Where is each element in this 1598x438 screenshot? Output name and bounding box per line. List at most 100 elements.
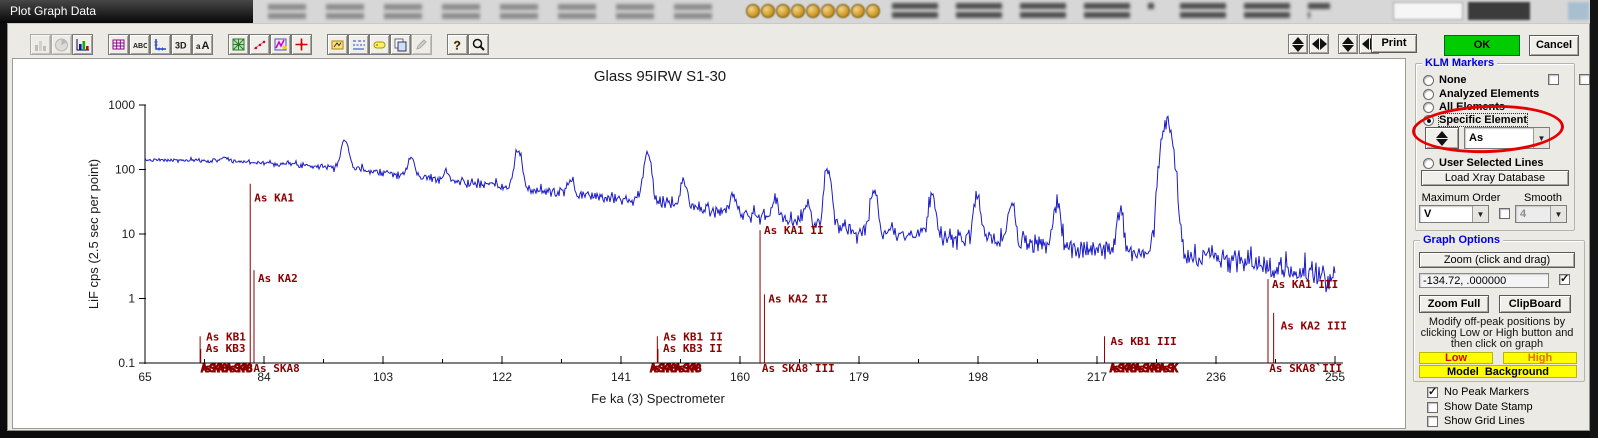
- maximum-order-label: Maximum Order: [1421, 192, 1501, 204]
- klm-marker-label: As KA1 III: [1272, 278, 1338, 291]
- smooth-checkbox[interactable]: [1499, 208, 1510, 219]
- show-grid-lines-checkbox[interactable]: [1427, 415, 1438, 427]
- y-tick-label: 1000: [108, 98, 135, 112]
- no-peak-markers-checkbox[interactable]: [1427, 385, 1438, 398]
- x-tick-label: 217: [1087, 370, 1107, 384]
- radio-user-selected-lines[interactable]: User Selected Lines: [1423, 157, 1544, 169]
- axis-scale-icon[interactable]: [150, 34, 171, 55]
- x-tick-label: 198: [968, 370, 988, 384]
- chevron-down-icon[interactable]: ▼: [1472, 206, 1488, 222]
- 3d-view-icon[interactable]: 3D: [171, 34, 192, 55]
- help-icon[interactable]: ?: [447, 34, 468, 55]
- zoom-coords-field[interactable]: -134.72, .000000: [1419, 273, 1549, 288]
- x-tick-label: 84: [257, 370, 271, 384]
- background-window-text: [892, 12, 1132, 18]
- radio-analyzed-elements[interactable]: Analyzed Elements: [1423, 88, 1539, 100]
- ok-button[interactable]: OK: [1444, 35, 1520, 56]
- y-tick-label: 1: [128, 292, 135, 306]
- line-styles-icon[interactable]: [348, 34, 369, 55]
- zoom-tool-icon[interactable]: [468, 34, 489, 55]
- window-title: Plot Graph Data: [10, 4, 97, 18]
- high-button[interactable]: High: [1503, 352, 1577, 364]
- y-tick-label: 100: [115, 163, 135, 177]
- abc-labels-icon[interactable]: ABC: [129, 34, 150, 55]
- no-peak-markers-checkbox-row[interactable]: No Peak Markers: [1427, 385, 1529, 398]
- chart-panel: 65 84 103 122 141 160 179 198 217 236 255 1000 100 10…: [12, 58, 1406, 429]
- y-axis-label: LiF cps (2.5 sec per point): [86, 159, 101, 309]
- y-tick-label: 10: [122, 227, 136, 241]
- zoom-full-button[interactable]: Zoom Full: [1419, 295, 1489, 313]
- y-tick-label: 0.1: [118, 356, 135, 370]
- chevron-down-icon[interactable]: ▼: [1533, 128, 1549, 148]
- coords-checkbox[interactable]: [1559, 272, 1570, 285]
- show-date-stamp-checkbox[interactable]: [1427, 401, 1438, 413]
- copy-graph-icon[interactable]: [390, 34, 411, 55]
- crosshair-icon[interactable]: [291, 34, 312, 55]
- scatter-symbols-icon[interactable]: [249, 34, 270, 55]
- klm-marker-label: As KA2 III: [1281, 320, 1347, 333]
- top-strip: Plot Graph Data: [0, 0, 1590, 23]
- zoom-click-drag-button[interactable]: Zoom (click and drag): [1419, 252, 1575, 268]
- graph-options-group: Graph Options: [1413, 234, 1585, 382]
- background-window-text: [1180, 3, 1330, 9]
- pie-chart-gray-icon[interactable]: [51, 34, 72, 55]
- show-grid-lines-checkbox-row[interactable]: Show Grid Lines: [1427, 415, 1525, 427]
- window-title-bar[interactable]: Plot Graph Data: [0, 0, 253, 23]
- klm-extra-checkbox-2[interactable]: [1579, 74, 1590, 85]
- bar-chart-gray-icon[interactable]: [30, 34, 51, 55]
- klm-marker-label: As KB3: [206, 342, 246, 355]
- radio-none[interactable]: None: [1423, 74, 1467, 86]
- chart-title: Glass 95IRW S1-30: [594, 68, 726, 85]
- maximum-order-select[interactable]: V ▼: [1419, 205, 1489, 223]
- spin-vertical-button-2[interactable]: [1338, 34, 1358, 54]
- fill-pattern-icon[interactable]: [228, 34, 249, 55]
- data-table-icon[interactable]: [108, 34, 129, 55]
- svg-text:ABC: ABC: [133, 43, 147, 50]
- klm-satellite-blob: AsSKA8AsSKA8AsSK: [1110, 362, 1179, 375]
- print-button[interactable]: Print: [1371, 34, 1417, 53]
- svg-text:3D: 3D: [175, 41, 187, 51]
- spin-vertical-button[interactable]: [1288, 34, 1308, 54]
- spectrum-chart[interactable]: 65 84 103 122 141 160 179 198 217 236 255100010010…: [13, 59, 1405, 428]
- clipboard-button[interactable]: ClipBoard: [1499, 295, 1571, 313]
- graph-wizard-icon[interactable]: [270, 34, 291, 55]
- x-tick-label: 160: [730, 370, 750, 384]
- background-window-box: [1568, 2, 1589, 20]
- radio-none-circle[interactable]: [1423, 74, 1434, 86]
- show-date-stamp-checkbox-row[interactable]: Show Date Stamp: [1427, 401, 1533, 413]
- background-window-text: [268, 13, 728, 19]
- svg-text:A: A: [202, 40, 210, 52]
- klm-marker-label: As KA1 II: [764, 224, 824, 237]
- cancel-button[interactable]: Cancel: [1529, 35, 1579, 56]
- bar-chart-color-icon[interactable]: [72, 34, 93, 55]
- klm-satellite-blob: AsSKA8AsSKA8: [650, 362, 701, 375]
- x-tick-label: 65: [138, 370, 152, 384]
- klm-extra-checkbox-1[interactable]: [1548, 74, 1559, 85]
- klm-marker-label: As KA1: [254, 191, 294, 204]
- klm-satellite-label: As SKA8`III: [1269, 362, 1342, 375]
- model-background-button[interactable]: Model Background: [1419, 365, 1577, 378]
- note-tag-icon[interactable]: [369, 34, 390, 55]
- spin-horizontal-button[interactable]: [1309, 34, 1329, 54]
- klm-marker-label: As KA2 II: [768, 293, 828, 306]
- load-xray-database-button[interactable]: Load Xray Database: [1421, 170, 1569, 186]
- klm-satellite-label: As SKA8`III: [762, 362, 835, 375]
- klm-markers-title: KLM Markers: [1422, 57, 1498, 69]
- radio-all-elements[interactable]: All Elements: [1423, 101, 1505, 113]
- svg-text:a: a: [196, 42, 201, 51]
- low-button[interactable]: Low: [1419, 352, 1493, 364]
- element-spinner[interactable]: [1425, 127, 1459, 149]
- klm-marker-label: As KB1: [206, 330, 246, 343]
- element-select[interactable]: As ▼: [1464, 127, 1550, 149]
- chevron-down-icon: ▼: [1550, 206, 1566, 222]
- background-window-text: [268, 4, 728, 10]
- radio-specific-element[interactable]: Specific Element: [1423, 113, 1529, 127]
- x-tick-label: 236: [1206, 370, 1226, 384]
- edit-pencil-icon[interactable]: [411, 34, 432, 55]
- klm-marker-label: As KB1 III: [1111, 335, 1177, 348]
- smooth-select[interactable]: 4 ▼: [1515, 205, 1567, 223]
- export-graph-icon[interactable]: [327, 34, 348, 55]
- klm-markers-group: KLM Markers: [1415, 57, 1575, 231]
